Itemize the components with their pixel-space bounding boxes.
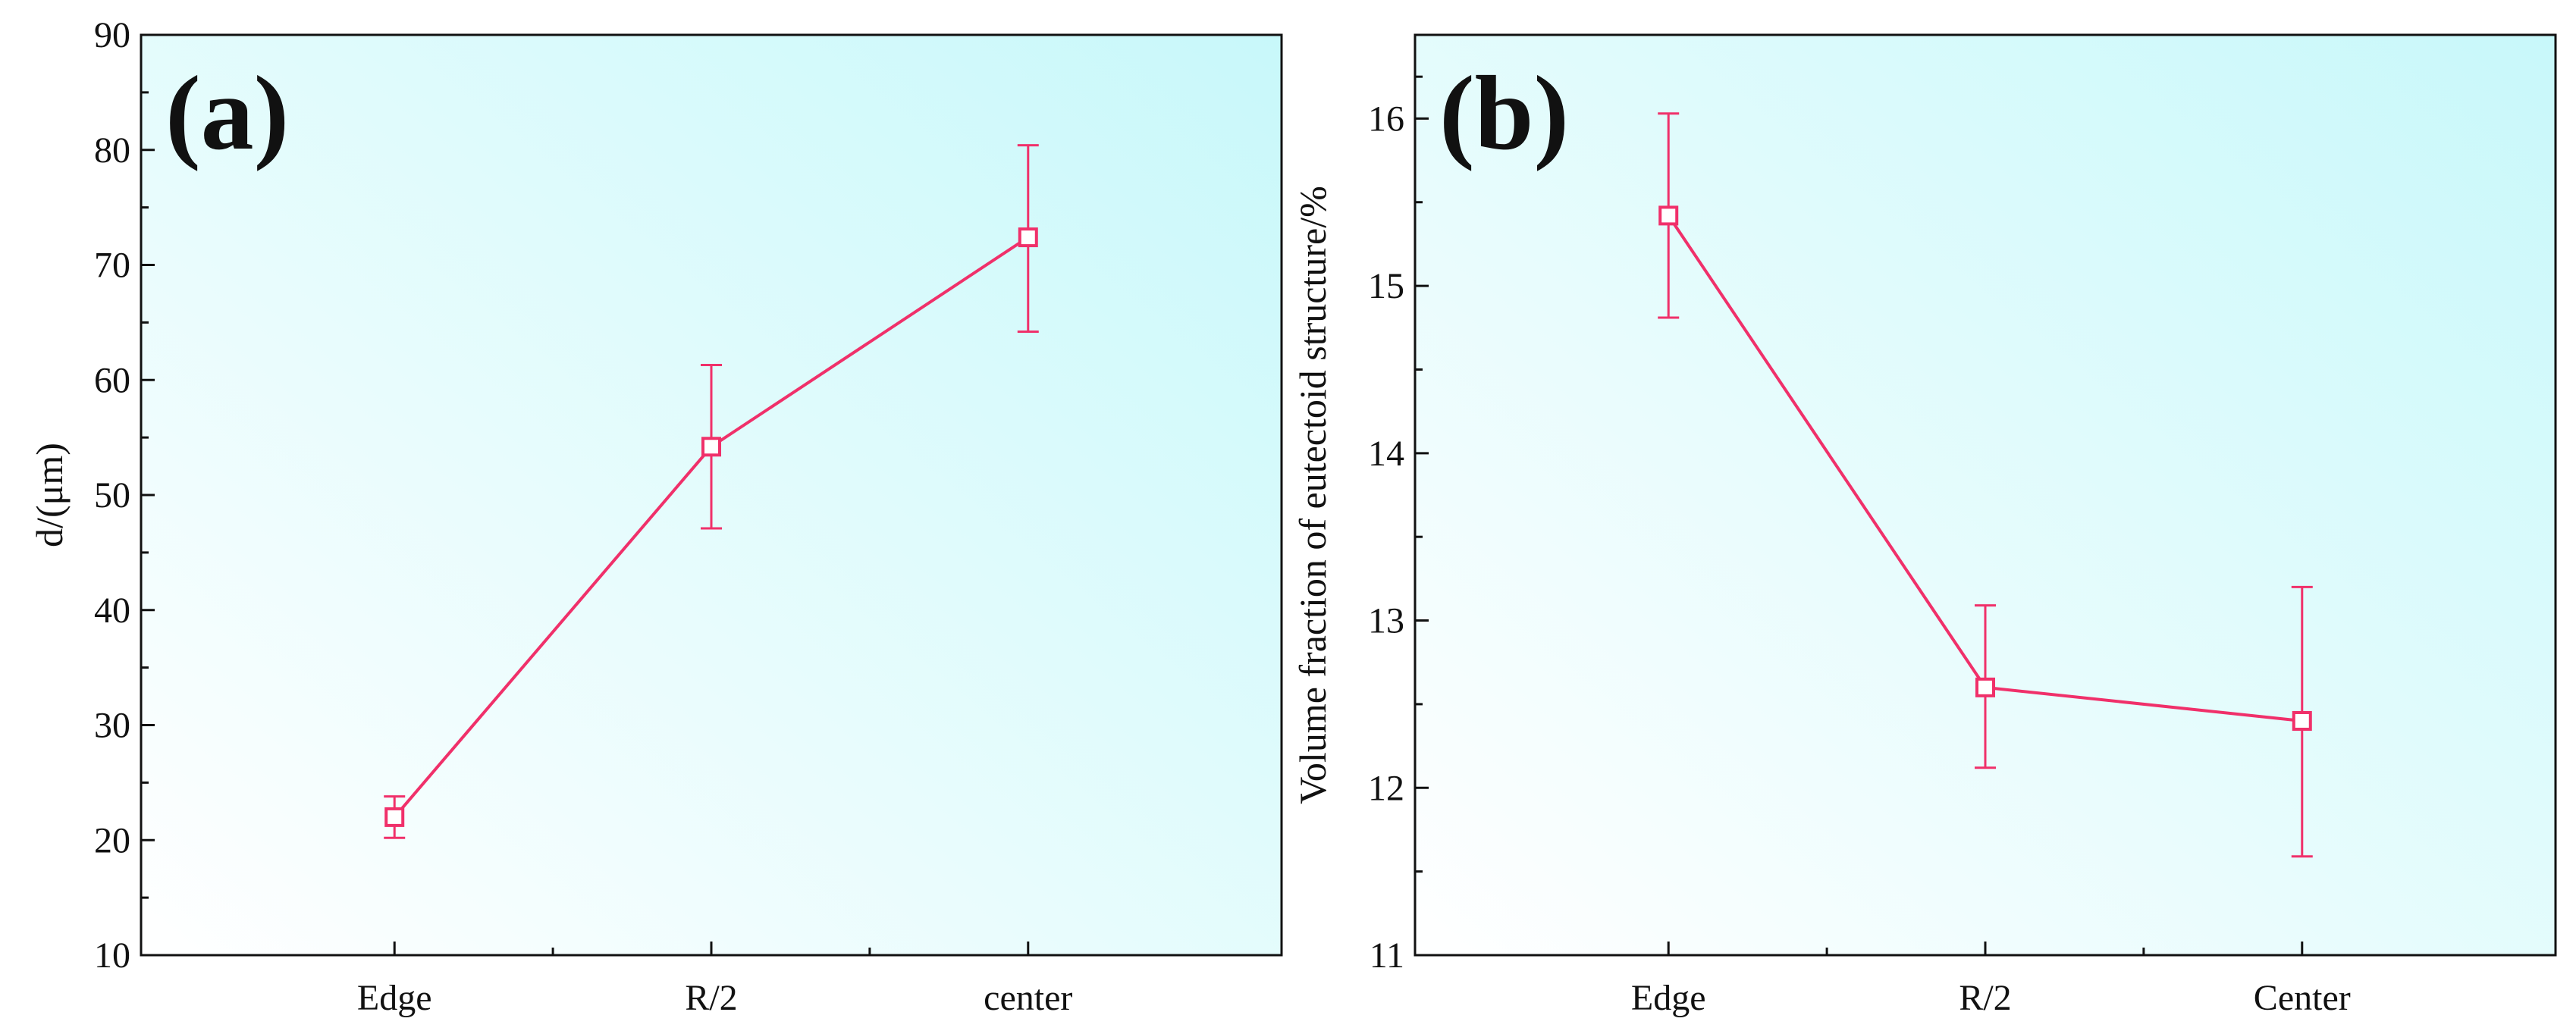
y-tick-label-a: 70	[94, 246, 130, 286]
x-ticks-a: Edge R/2 center	[357, 942, 1072, 1018]
panel-label-b: (b)	[1439, 55, 1569, 172]
panel-label-a: (a)	[165, 55, 289, 172]
y-tick-label-b: 13	[1368, 601, 1404, 641]
series-a	[384, 144, 1039, 839]
y-ticks-a: 10 20 30 40 50 60 70 80 90	[94, 15, 155, 976]
x-tick-label-a: R/2	[685, 978, 737, 1018]
y-tick-label-b: 12	[1368, 768, 1404, 808]
x-tick-label-b: Center	[2254, 978, 2351, 1018]
y-tick-label-a: 10	[94, 935, 130, 976]
data-point-a	[701, 437, 721, 457]
data-point-a	[1018, 227, 1038, 248]
y-axis-title-a: d/(μm)	[28, 443, 71, 547]
data-point-b	[1975, 677, 1995, 697]
y-tick-label-b: 16	[1368, 99, 1404, 139]
y-tick-label-a: 50	[94, 475, 130, 515]
x-tick-label-a: Edge	[357, 978, 432, 1018]
plot-frame-a	[140, 33, 1283, 957]
series-b	[1658, 112, 2313, 858]
x-tick-label-b: Edge	[1631, 978, 1706, 1018]
y-axis-title-b: Volume fraction of eutectoid structure/%	[1291, 186, 1334, 804]
x-ticks-b: Edge R/2 Center	[1631, 942, 2351, 1018]
y-tick-label-b: 11	[1370, 935, 1404, 976]
x-tick-label-b: R/2	[1959, 978, 2011, 1018]
plot-frame-b	[1414, 33, 2557, 957]
y-tick-label-a: 90	[94, 15, 130, 55]
y-tick-label-a: 20	[94, 820, 130, 860]
data-point-b	[2292, 710, 2312, 731]
x-tick-label-a: center	[984, 978, 1072, 1018]
chart-panel-b: 11 12 13 14 15 16 Edge R/2 Center (b) Volume fr…	[1291, 33, 2557, 1018]
chart-panel-a: 10 20 30 40 50 60 70 80 90 Edge R/2 center (a) d/(…	[28, 15, 1283, 1018]
plot-area-b	[1415, 35, 2556, 955]
y-tick-label-a: 30	[94, 706, 130, 746]
y-ticks-b: 11 12 13 14 15 16	[1368, 75, 1429, 976]
y-tick-label-a: 80	[94, 130, 130, 171]
y-tick-label-b: 14	[1368, 434, 1404, 474]
data-point-b	[1658, 205, 1679, 226]
data-point-a	[384, 807, 405, 827]
y-tick-label-a: 60	[94, 360, 130, 400]
y-tick-label-a: 40	[94, 591, 130, 631]
y-tick-label-b: 15	[1368, 266, 1404, 306]
